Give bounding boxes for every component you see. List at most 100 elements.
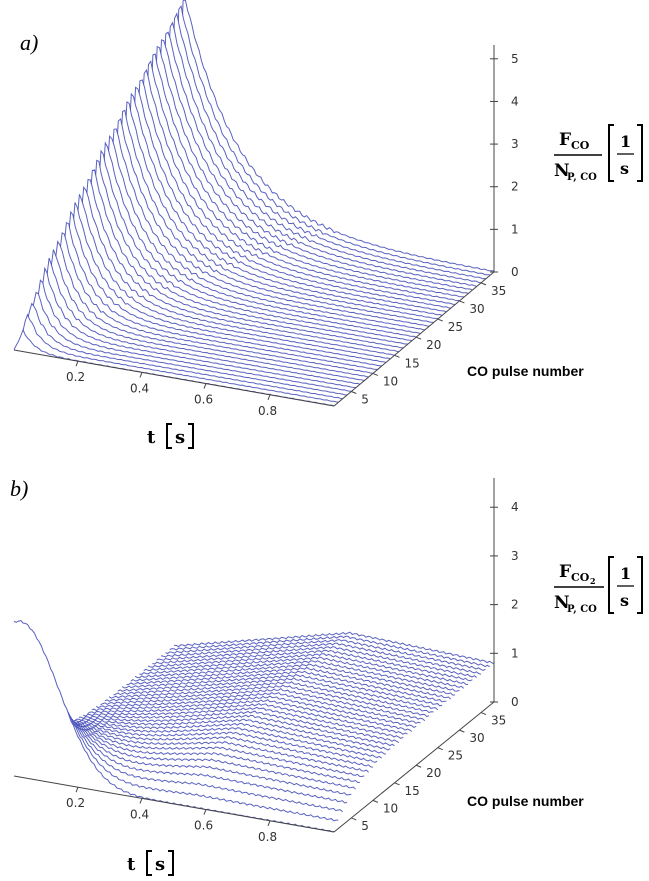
y-tick-label: 10 [383,374,398,388]
x-tick-mark [203,809,207,815]
series-line-pulse-26 [121,674,443,707]
series-fill-pulse-1 [14,620,334,832]
z-label-unit-top-b: 1 [620,564,631,583]
y-tick-label: 5 [361,819,369,833]
y-tick-mark [394,354,400,358]
series-line-pulse-24 [113,109,434,323]
x-axis-label-a: t [147,427,156,448]
series-line-pulse-28 [130,666,452,700]
series-line-pulse-16 [78,179,399,353]
series-line-pulse-27 [125,86,447,313]
z-label-num-sub-a: CO [571,139,590,152]
x-tick-label: 0.4 [130,381,149,395]
series-line-pulse-6 [35,705,356,790]
series-line-pulse-30 [138,60,460,302]
y-tick-mark [437,747,443,751]
series-line-pulse-13 [65,202,387,363]
series-line-pulse-6 [35,266,356,388]
series-line-pulse-14 [69,194,391,360]
series-line-pulse-34 [156,646,478,678]
x-tick-label: 0.4 [130,807,149,821]
series-line-pulse-15 [74,185,395,356]
y-tick-mark [480,712,487,716]
series-line-pulse-11 [56,221,378,370]
panel-b-y-ticks: 5 10 15 20 25 30 35 [351,712,506,833]
panel-a-x-axis [13,349,335,407]
series-line-pulse-7 [39,712,360,784]
series-line-pulse-25 [117,101,438,320]
series-line-pulse-12 [61,210,382,367]
y-tick-label: 30 [469,302,484,316]
panel-b-x-ticks: 0.2 0.4 0.6 0.8 [66,787,277,844]
y-tick-label: 10 [383,801,398,815]
x-tick-label: 0.8 [258,404,277,418]
z-tick-label: 2 [511,180,519,194]
series-line-pulse-5 [31,696,352,796]
series-line-pulse-30 [139,660,460,692]
z-label-num-sub-b: CO [571,571,590,584]
z-tick-label: 4 [511,500,519,514]
y-tick-label: 25 [448,749,463,763]
series-line-pulse-15 [74,714,395,747]
series-line-pulse-17 [82,706,404,739]
y-tick-mark [415,764,422,768]
panel-b-y-axis [333,701,495,833]
series-line-pulse-31 [143,53,464,298]
y-tick-mark [372,799,379,803]
series-line-pulse-4 [26,684,348,804]
x-tick-label: 0.6 [194,819,213,833]
panel-a-z-ticks: 0 1 2 3 4 5 [490,52,519,279]
y-tick-label: 15 [405,784,420,798]
panel-a: a) 0 1 2 3 4 5 0.2 0.4 0.6 0.8 5 10 15 20 25 30 35 t s… [13,0,643,449]
y-tick-label: 35 [491,714,506,728]
series-line-pulse-8 [43,249,365,382]
z-label-num-subsub-b: 2 [590,576,596,586]
y-tick-label: 20 [426,338,441,352]
z-label-den-b: N [554,593,570,613]
series-line-pulse-13 [65,720,387,755]
series-line-pulse-10 [52,232,373,374]
series-line-pulse-4 [26,291,348,396]
series-line-pulse-18 [87,159,408,345]
series-line-pulse-32 [147,45,469,294]
series-line-pulse-23 [108,684,430,718]
series-line-pulse-22 [104,687,426,722]
x-tick-mark [267,394,271,400]
z-tick-label: 1 [511,646,519,660]
y-tick-mark [480,282,487,286]
series-line-pulse-32 [147,653,469,686]
z-label-unit-bottom-b: s [620,591,629,610]
panel-b-z-ticks: 0 1 2 3 4 [490,500,519,709]
z-label-num-a: F [559,130,571,150]
panel-a-y-axis [333,271,495,407]
z-tick-label: 1 [511,222,519,236]
series-line-pulse-35 [160,21,482,284]
y-tick-mark [415,336,422,340]
x-tick-mark [75,787,79,793]
y-tick-mark [459,300,465,304]
series-line-pulse-8 [44,716,365,778]
series-line-pulse-23 [108,118,430,327]
z-label-num-b: F [559,562,571,582]
x-tick-label: 0.2 [66,370,85,384]
y-tick-label: 30 [469,731,484,745]
series-line-pulse-20 [95,141,417,338]
series-line-pulse-31 [143,656,465,689]
z-tick-label: 4 [511,94,519,108]
series-line-pulse-29 [134,663,456,696]
z-label-unit-top-a: 1 [620,132,631,151]
series-line-pulse-33 [152,649,473,682]
series-line-pulse-38 [174,631,495,665]
y-tick-label: 35 [491,284,506,298]
series-line-pulse-16 [78,710,400,744]
series-line-pulse-3 [22,302,343,400]
series-line-pulse-28 [130,79,451,309]
series-line-pulse-26 [121,92,443,316]
series-line-pulse-25 [117,677,439,711]
panel-label-b: b) [10,476,28,501]
x-axis-unit-b: s [155,854,165,875]
panel-a-x-ticks: 0.2 0.4 0.6 0.8 [66,361,277,418]
x-tick-mark [267,820,271,826]
y-tick-mark [459,729,465,733]
